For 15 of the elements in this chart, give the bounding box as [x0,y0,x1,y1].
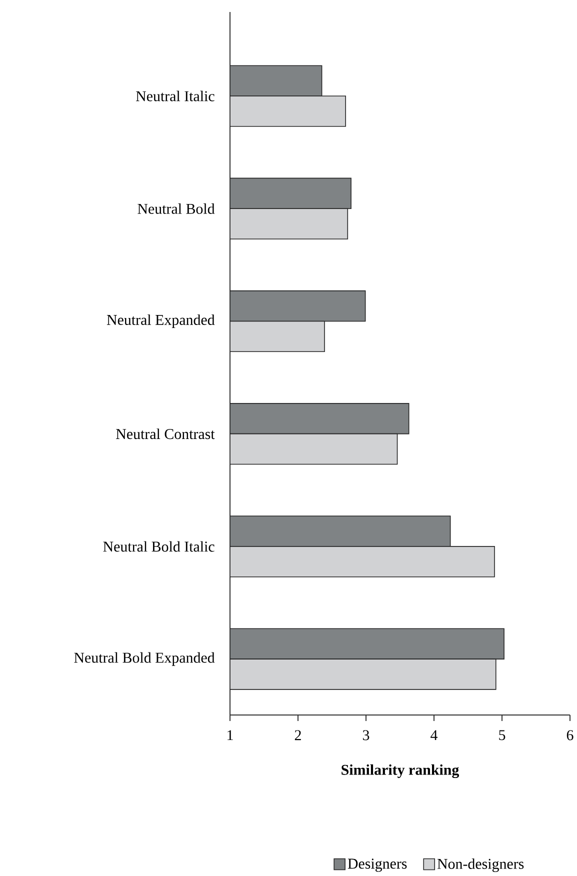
x-tick-label: 6 [566,730,574,740]
y-tick-label: Neutral Bold Italic [103,541,214,552]
y-tick-label: Neutral Italic [136,90,214,102]
x-tick-label: 5 [499,730,506,740]
x-tick-label: 4 [430,730,438,740]
x-axis-title: Similarity ranking [342,764,460,778]
legend-label: Designers [348,858,407,872]
y-tick-label: Neutral Contrast [116,428,215,440]
x-tick-label: 2 [294,730,301,740]
y-tick-label: Neutral Bold [138,203,215,214]
x-tick-label: 1 [228,730,233,740]
x-tick-label: 3 [362,730,370,740]
y-tick-label: Neutral Bold Expanded [74,652,215,666]
legend-label: Non-designers [437,858,524,872]
y-tick-label: Neutral Expanded [106,314,215,328]
